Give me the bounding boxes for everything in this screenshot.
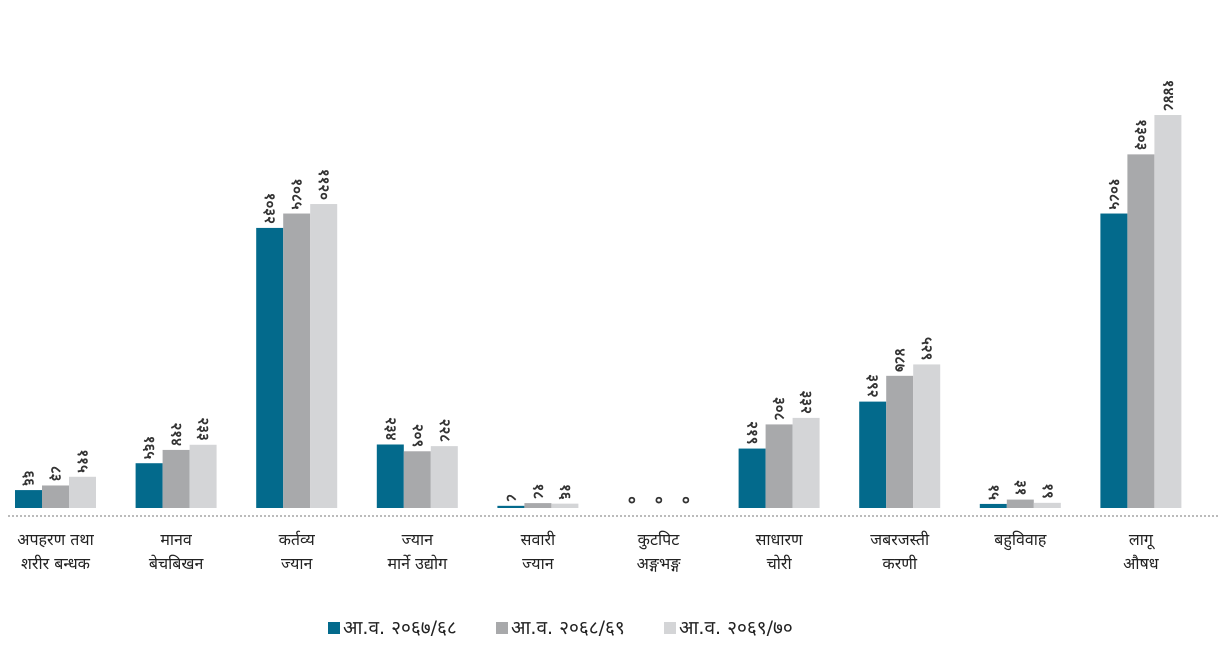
value-label-4-series-2: २०९ [409, 424, 427, 447]
category-label-5: सवारी ज्यान [521, 530, 556, 573]
category-labels-group: अपहरण तथा शरीर बन्धक मानव बेचबिखन कर्तव्य ज्य… [17, 530, 1160, 573]
bar-9-series-2 [1006, 499, 1034, 508]
value-label-6-series-1: ० [623, 496, 641, 504]
bar-8-series-1 [859, 401, 887, 508]
category-label-9: बहुविवाह [994, 530, 1047, 551]
value-label-3-series-3: ११२० [315, 169, 333, 200]
bar-7-series-1 [738, 448, 766, 508]
value-label-5-series-3: १६ [556, 484, 574, 500]
value-label-7-series-1: २१९ [744, 421, 762, 444]
legend-label-2: आ.व. २०६८/६९ [511, 617, 625, 639]
category-label-10: लागू औषध [1123, 530, 1160, 573]
legend-label-3: आ.व. २०६९/७० [679, 617, 793, 639]
category-label-4: ज्यान मार्ने उद्योग [387, 530, 448, 573]
value-label-10-series-1: १०८५ [1105, 178, 1123, 209]
bar-5-series-3 [551, 503, 579, 508]
value-label-1-series-1: ६६ [20, 470, 38, 486]
bar-5-series-1 [497, 505, 525, 508]
value-label-9-series-3: १९ [1039, 483, 1057, 499]
bar-4-series-3 [430, 446, 458, 508]
value-label-10-series-2: १३०३ [1132, 119, 1150, 150]
value-labels-group: ६६ ८३ ११५ १६५ २१४ २३३ १०३२ १०८५ ११२० २३४ २०९ २२८ ८ १८… [20, 80, 1177, 504]
legend-swatch-3 [664, 622, 676, 634]
value-label-8-series-2: ४८७ [891, 348, 909, 372]
legend-swatch-1 [328, 622, 340, 634]
bars-group [15, 115, 1182, 509]
value-label-4-series-3: २२८ [436, 419, 454, 443]
value-label-4-series-1: २३४ [382, 417, 400, 441]
legend-swatch-2 [496, 622, 508, 634]
bar-10-series-1 [1100, 213, 1128, 508]
value-label-2-series-1: १६५ [141, 436, 159, 460]
value-label-2-series-2: २१४ [168, 423, 186, 447]
bar-10-series-3 [1154, 115, 1182, 508]
value-label-10-series-3: १४४८ [1159, 80, 1177, 111]
bar-10-series-2 [1127, 154, 1155, 509]
bar-4-series-2 [403, 451, 431, 508]
value-label-6-series-3: ० [677, 496, 695, 504]
bar-3-series-1 [256, 227, 284, 508]
bar-7-series-3 [792, 417, 820, 508]
value-label-7-series-2: ३०८ [771, 397, 789, 421]
bar-8-series-3 [913, 364, 941, 508]
bar-9-series-1 [979, 503, 1007, 508]
category-label-6: कुटपिट अङ्गभङ्ग [637, 530, 682, 573]
bar-7-series-2 [765, 424, 793, 508]
bar-1-series-3 [69, 476, 96, 508]
value-label-5-series-1: ८ [502, 494, 520, 502]
bar-2-series-2 [162, 449, 190, 508]
bar-9-series-3 [1033, 502, 1061, 508]
category-label-2: मानव बेचबिखन [149, 530, 205, 573]
bar-1-series-2 [42, 485, 69, 508]
value-label-8-series-1: ३९२ [864, 374, 882, 397]
bar-3-series-2 [283, 213, 311, 508]
value-label-5-series-2: १८ [529, 484, 547, 500]
value-label-1-series-2: ८३ [47, 466, 65, 482]
value-label-2-series-3: २३३ [195, 417, 213, 440]
bar-2-series-1 [135, 463, 163, 508]
value-label-6-series-2: ० [650, 496, 668, 504]
legend-label-1: आ.व. २०६७/६८ [343, 617, 457, 639]
category-label-3: कर्तव्य ज्यान [279, 530, 315, 573]
category-label-8: जबरजस्ती करणी [870, 530, 930, 573]
value-label-1-series-3: ११५ [74, 449, 92, 473]
category-label-1: अपहरण तथा शरीर बन्धक [17, 530, 94, 573]
value-label-8-series-3: ५२९ [918, 337, 936, 360]
value-label-9-series-2: ३१ [1012, 480, 1030, 496]
legend: आ.व. २०६७/६८ आ.व. २०६८/६९ आ.व. २०६९/७० [328, 617, 793, 639]
value-label-3-series-1: १०३२ [261, 193, 279, 224]
value-label-3-series-2: १०८५ [288, 178, 306, 209]
bar-1-series-1 [15, 490, 42, 508]
category-label-7: साधारण चोरी [756, 530, 803, 573]
bar-4-series-1 [376, 444, 404, 508]
bar-5-series-2 [524, 503, 552, 508]
bar-2-series-3 [189, 444, 217, 508]
value-label-9-series-1: १५ [985, 484, 1003, 500]
bar-8-series-2 [886, 375, 914, 508]
bar-3-series-3 [310, 204, 338, 509]
value-label-7-series-3: ३३२ [798, 390, 816, 413]
